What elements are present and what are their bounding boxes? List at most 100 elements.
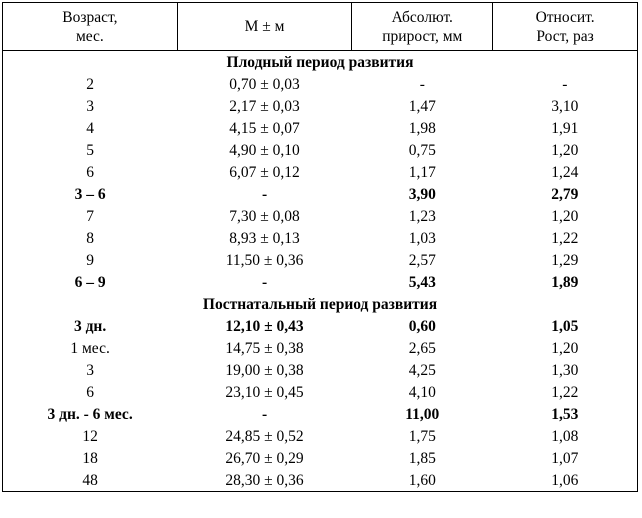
header-cell: Возраст, мес. (2, 2, 178, 51)
table-cell: 1,47 (408, 97, 436, 115)
header-line: Абсолют. (391, 8, 453, 26)
table-cell: - (562, 75, 568, 93)
table-cell: 1,75 (408, 427, 436, 445)
header-row: Возраст, мес. М ± м Абсолют. прирост, мм Отно… (2, 2, 638, 51)
table-cell: 6 (86, 383, 94, 401)
table-cell: 24,85 ± 0,52 (225, 427, 304, 445)
section-row: Постнатальный период развития (3, 293, 638, 315)
table-row: 48 28,30 ± 0,36 1,60 1,06 (3, 469, 638, 492)
table-row: 2 0,70 ± 0,03 - - (3, 73, 638, 95)
header-line: М ± м (244, 18, 285, 35)
table-cell: 3 – 6 (74, 185, 106, 203)
table-cell: 0,75 (408, 141, 436, 159)
table-cell: 7,30 ± 0,08 (229, 207, 300, 225)
section-title: Постнатальный период развития (202, 295, 438, 313)
table-cell: 1,53 (551, 405, 579, 423)
table-row: 3 дн. - 6 мес. - 11,00 1,53 (3, 403, 638, 425)
table-row: 9 11,50 ± 0,36 2,57 1,29 (3, 249, 638, 271)
table-row: 5 4,90 ± 0,10 0,75 1,20 (3, 139, 638, 161)
table-cell: 3 (86, 97, 94, 115)
table-cell: 11,50 ± 0,36 (225, 251, 304, 269)
table-cell: 5 (86, 141, 94, 159)
table-cell: - (261, 405, 268, 423)
table-cell: 3,90 (408, 185, 436, 203)
table-cell: 1 мес. (70, 339, 110, 357)
data-table: Возраст, мес. М ± м Абсолют. прирост, мм Отно… (2, 2, 638, 492)
table-cell: 23,10 ± 0,45 (225, 383, 304, 401)
table-cell: 2,57 (408, 251, 436, 269)
table-row: 3 2,17 ± 0,03 1,47 3,10 (3, 95, 638, 117)
table-row: 12 24,85 ± 0,52 1,75 1,08 (3, 425, 638, 447)
table-cell: 1,29 (551, 251, 579, 269)
table-row: 3 19,00 ± 0,38 4,25 1,30 (3, 359, 638, 381)
table-cell: 28,30 ± 0,36 (225, 471, 304, 489)
table-cell: 9 (86, 251, 94, 269)
table-cell: 12,10 ± 0,43 (225, 317, 304, 335)
table-cell: 1,22 (551, 229, 579, 247)
header-cell: Абсолют. прирост, мм (351, 2, 494, 51)
header-line: Рост, раз (536, 27, 594, 45)
table-row: 18 26,70 ± 0,29 1,85 1,07 (3, 447, 638, 469)
table-cell: 1,24 (551, 163, 579, 181)
header-line: Возраст, (62, 8, 118, 26)
table-cell: 2 (86, 75, 94, 93)
table-cell: 5,43 (408, 273, 436, 291)
table-cell: 6 (86, 163, 94, 181)
table-cell: 1,07 (551, 449, 579, 467)
table-cell: 3 дн. (73, 317, 107, 335)
table-cell: 1,23 (408, 207, 436, 225)
header-cell: Относит. Рост, раз (492, 2, 638, 51)
table-cell: 14,75 ± 0,38 (225, 339, 304, 357)
table-cell: 6 – 9 (74, 273, 106, 291)
table-cell: 2,65 (408, 339, 436, 357)
table-cell: 1,06 (551, 471, 579, 489)
table-cell: 4,10 (408, 383, 436, 401)
table-cell: 1,89 (551, 273, 579, 291)
table-row: 7 7,30 ± 0,08 1,23 1,20 (3, 205, 638, 227)
table-cell: 3 (86, 361, 94, 379)
table-cell: 1,03 (408, 229, 436, 247)
table-cell: - (419, 75, 425, 93)
table-cell: 3 дн. - 6 мес. (47, 405, 133, 423)
section-title: Плодный период развития (226, 53, 414, 71)
table-row: 4 4,15 ± 0,07 1,98 1,91 (3, 117, 638, 139)
table-row: 6 – 9 - 5,43 1,89 (3, 271, 638, 293)
table-cell: 48 (82, 471, 98, 489)
table-cell: 8 (86, 229, 94, 247)
table-row: 6 23,10 ± 0,45 4,10 1,22 (3, 381, 638, 403)
table-row: 6 6,07 ± 0,12 1,17 1,24 (3, 161, 638, 183)
table-cell: 4,90 ± 0,10 (229, 141, 300, 159)
table-cell: 3,10 (551, 97, 579, 115)
table-cell: 12 (82, 427, 98, 445)
table-cell: 1,60 (408, 471, 436, 489)
table-cell: 1,20 (551, 141, 579, 159)
table-cell: 1,91 (551, 119, 579, 137)
table-cell: 4 (86, 119, 94, 137)
table-cell: 0,70 ± 0,03 (229, 75, 300, 93)
table-cell: 11,00 (405, 405, 440, 423)
table-cell: 18 (82, 449, 98, 467)
table-cell: 0,60 (408, 317, 436, 335)
table-cell: 6,07 ± 0,12 (229, 163, 300, 181)
table-cell: 1,17 (408, 163, 436, 181)
table-cell: 1,08 (551, 427, 579, 445)
table-cell: 1,05 (551, 317, 579, 335)
table-cell: 4,15 ± 0,07 (229, 119, 300, 137)
header-line: мес. (75, 27, 104, 45)
table-cell: 1,98 (408, 119, 436, 137)
table-row: 3 – 6 - 3,90 2,79 (3, 183, 638, 205)
table-body: Плодный период развития 2 0,70 ± 0,03 - - 3 2,… (3, 51, 638, 492)
section-row: Плодный период развития (3, 51, 638, 74)
table-cell: - (261, 185, 268, 203)
table-row: 3 дн. 12,10 ± 0,43 0,60 1,05 (3, 315, 638, 337)
table-cell: 1,22 (551, 383, 579, 401)
table-cell: 26,70 ± 0,29 (225, 449, 304, 467)
table-cell: 2,79 (551, 185, 579, 203)
table-row: 8 8,93 ± 0,13 1,03 1,22 (3, 227, 638, 249)
header-line: прирост, мм (382, 27, 463, 45)
table-cell: 19,00 ± 0,38 (225, 361, 304, 379)
header-line: Относит. (535, 8, 595, 26)
table-cell: 8,93 ± 0,13 (229, 229, 300, 247)
table-header: Возраст, мес. М ± м Абсолют. прирост, мм Отно… (2, 2, 638, 51)
